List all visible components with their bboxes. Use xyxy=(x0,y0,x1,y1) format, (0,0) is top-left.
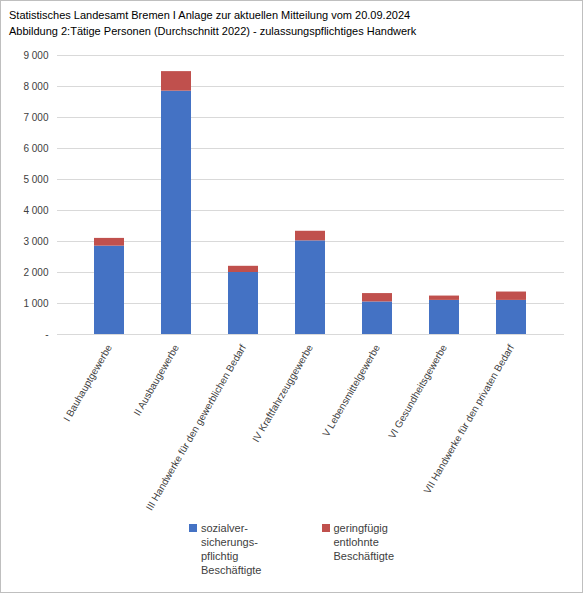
svg-text:III Handwerke für den gewerbli: III Handwerke für den gewerblichen Bedar… xyxy=(144,342,248,512)
svg-text:7 000: 7 000 xyxy=(23,112,48,123)
svg-text:II Ausbaugewerbe: II Ausbaugewerbe xyxy=(131,342,181,417)
svg-text:VI Gesundheitsgewerbe: VI Gesundheitsgewerbe xyxy=(386,342,449,440)
svg-text:3 000: 3 000 xyxy=(23,236,48,247)
svg-text:5 000: 5 000 xyxy=(23,174,48,185)
svg-text:4 000: 4 000 xyxy=(23,205,48,216)
svg-text:IV Kraftfahrzeuggewerbe: IV Kraftfahrzeuggewerbe xyxy=(250,342,315,444)
svg-text:9 000: 9 000 xyxy=(23,50,48,61)
svg-text:VII Handwerke für den privaten: VII Handwerke für den privaten Bedarf xyxy=(421,342,516,495)
html-text:Abbildung 2:Tätige Personen (D: Abbildung 2:Tätige Personen (Durchschnit… xyxy=(9,25,417,37)
svg-text:6 000: 6 000 xyxy=(23,143,48,154)
html-text:sozialver- sicherungs- pflicht: sozialver- sicherungs- pflichtig Beschäf… xyxy=(201,522,262,576)
svg-text:8 000: 8 000 xyxy=(23,81,48,92)
svg-text:V Lebensmittelgewerbe: V Lebensmittelgewerbe xyxy=(320,342,382,438)
svg-text:1 000: 1 000 xyxy=(23,298,48,309)
svg-text:I Bauhauptgewerbe: I Bauhauptgewerbe xyxy=(61,342,114,423)
html-text:geringfügig entlohnte Beschäft: geringfügig entlohnte Beschäftigte xyxy=(333,522,394,562)
svg-text:2 000: 2 000 xyxy=(23,267,48,278)
html-text:Statistisches Landesamt Bremen: Statistisches Landesamt Bremen I Anlage … xyxy=(9,9,411,21)
svg-text:-: - xyxy=(45,329,48,340)
